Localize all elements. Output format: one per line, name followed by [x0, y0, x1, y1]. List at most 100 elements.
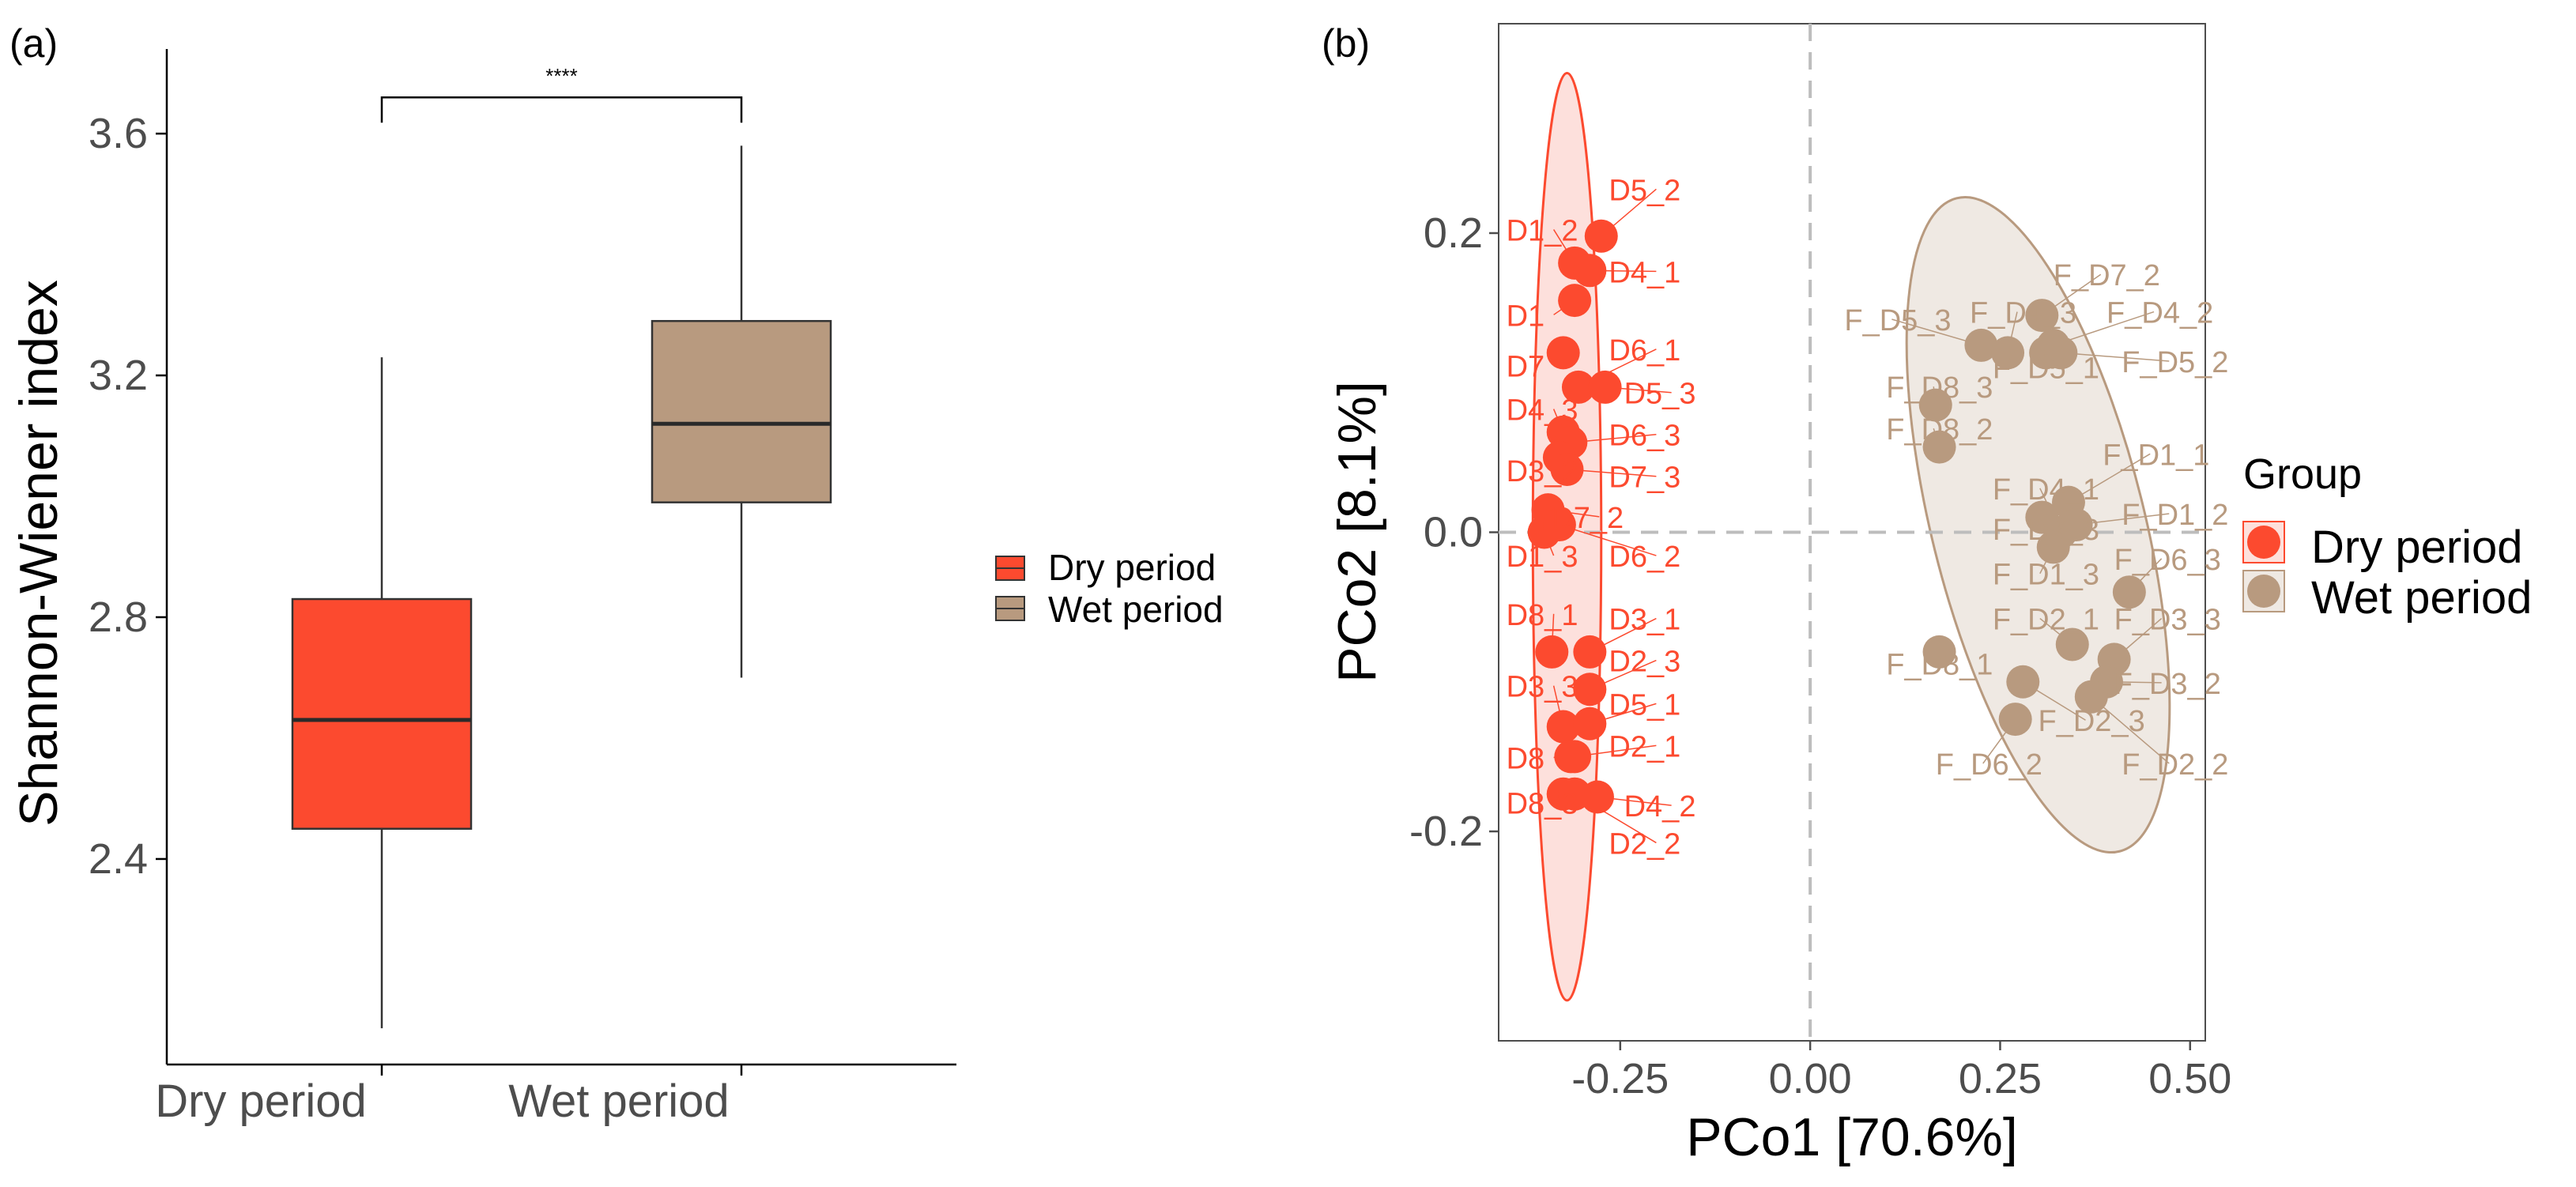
a-x-tick-label: Wet period — [508, 1076, 729, 1127]
panel-a-x-ticks: Dry period Wet period — [155, 1065, 743, 1127]
label-F_D4_3: F_D4_3 — [1970, 297, 2076, 330]
b-x-tick-label: 0.25 — [1959, 1055, 2042, 1102]
label-leader — [1559, 524, 1657, 556]
point-D5_1 — [1573, 707, 1607, 740]
a-y-tick-label: 2.4 — [89, 835, 148, 883]
panel-b-x-axis-title: PCo1 [70.6%] — [1686, 1107, 2018, 1167]
point-F_D8_3 — [1918, 388, 1952, 422]
label-F_D4_1: F_D4_1 — [1993, 473, 2099, 507]
reference-lines — [1499, 24, 2205, 1041]
label-F_D7_3: F_D7_3 — [1993, 514, 2099, 547]
label-D2_2: D2_2 — [1609, 827, 1680, 861]
legend-a-wet-label: Wet period — [1048, 589, 1224, 630]
point-F_D5_3 — [1964, 328, 1998, 362]
label-D6_2: D6_2 — [1609, 541, 1680, 574]
label-D8_3: D8_3 — [1507, 787, 1578, 820]
label-F_D1_3: F_D1_3 — [1993, 559, 2099, 592]
legend-b-dry-label: Dry period — [2311, 522, 2523, 573]
point-labels: D5_2 D1_2 D4_1 D1 D7 D6_1 D5_3 D4_3 D6_3 D3_2 D7_3… — [1507, 174, 2229, 861]
point-F_D2_3 — [2006, 665, 2040, 699]
b-y-tick-label: 0.2 — [1424, 209, 1483, 257]
legend-b-wet-label: Wet period — [2311, 572, 2532, 624]
b-x-tick-label: 0.50 — [2148, 1055, 2231, 1102]
point-F_D5_2 — [2044, 336, 2078, 370]
panel-b-x-ticks: -0.25 0.00 0.25 0.50 — [1571, 1041, 2231, 1102]
label-F_D5_1: F_D5_1 — [1993, 352, 2099, 386]
label-D4_1: D4_1 — [1609, 256, 1680, 289]
label-D1_3: D1_3 — [1507, 541, 1578, 574]
a-y-tick-label: 2.8 — [89, 594, 148, 641]
label-D6_1: D6_1 — [1609, 334, 1680, 367]
label-D3_2: D3_2 — [1507, 455, 1578, 488]
point-F_D4_3 — [1991, 336, 2025, 370]
panel-b: (b) D5_2 D1_2 D4_1 D1 D7 D6_1 D5_3 D4_3 D6_3 D3_2… — [1322, 21, 2532, 1167]
label-D5_3: D5_3 — [1624, 378, 1696, 411]
panel-a-y-ticks: 2.4 2.8 3.2 3.6 — [89, 110, 167, 883]
point-D7_3 — [1550, 453, 1584, 487]
label-D4_2: D4_2 — [1624, 790, 1696, 823]
point-F_D1_3 — [2036, 530, 2070, 564]
point-F_D1_2 — [2059, 508, 2093, 542]
point-D3_1 — [1573, 635, 1607, 669]
box-iqr — [651, 319, 832, 503]
point-D5_3 — [1588, 370, 1622, 404]
panel-b-legend: Group Dry period Wet period — [2242, 450, 2532, 624]
label-F_D5_3: F_D5_3 — [1844, 304, 1951, 337]
label-F_D3_3: F_D3_3 — [2114, 604, 2221, 637]
significance-bracket: **** — [380, 64, 743, 123]
point-F_D6_2 — [1998, 703, 2032, 737]
box-iqr — [291, 597, 473, 830]
label-D5_1: D5_1 — [1609, 688, 1680, 722]
point-F_D8_1 — [1922, 635, 1956, 669]
point-D4_1 — [1573, 254, 1607, 288]
label-F_D6_3: F_D6_3 — [2114, 544, 2221, 577]
label-D1_2: D1_2 — [1507, 214, 1578, 247]
point-F_D8_2 — [1922, 430, 1956, 464]
point-D3_3 — [1546, 710, 1580, 744]
point-D2_2 — [1558, 777, 1592, 811]
legend-b-dot-wet — [2247, 575, 2280, 608]
label-F_D1_1: F_D1_1 — [2103, 439, 2209, 472]
label-F_D1_2: F_D1_2 — [2122, 499, 2228, 532]
point-D2_3 — [1573, 673, 1607, 707]
label-D8_1: D8_1 — [1507, 599, 1578, 632]
label-F_D2_1: F_D2_1 — [1993, 604, 2099, 637]
point-F_D7_3 — [2025, 500, 2059, 534]
point-D5_2 — [1584, 219, 1618, 253]
point-D7 — [1546, 336, 1580, 370]
point-F_D2_2 — [2074, 680, 2108, 714]
scatter-points — [1527, 219, 2146, 814]
panel-b-label: (b) — [1322, 21, 1370, 66]
label-D2_1: D2_1 — [1609, 730, 1680, 763]
panel-a-boxes — [291, 145, 832, 1029]
a-x-tick-label: Dry period — [155, 1076, 367, 1127]
panel-a-y-axis-title: Shannon-Wiener index — [9, 280, 69, 827]
point-D8_1 — [1535, 635, 1569, 669]
label-F_D8_3: F_D8_3 — [1886, 371, 1993, 405]
label-D6_3: D6_3 — [1609, 420, 1680, 453]
label-D3_1: D3_1 — [1609, 604, 1680, 637]
point-D6_1 — [1561, 370, 1595, 404]
label-D2_3: D2_3 — [1609, 646, 1680, 679]
label-F_D5_2: F_D5_2 — [2122, 346, 2228, 379]
b-x-tick-label: -0.25 — [1571, 1055, 1669, 1102]
label-F_D6_2: F_D6_2 — [1936, 748, 2042, 782]
label-D7_3: D7_3 — [1609, 462, 1680, 495]
a-y-tick-label: 3.2 — [89, 352, 148, 399]
label-leader — [2061, 352, 2170, 362]
label-D1: D1 — [1507, 300, 1545, 333]
b-y-tick-label: 0.0 — [1424, 509, 1483, 556]
label-D5_2: D5_2 — [1609, 174, 1680, 207]
significance-label: **** — [545, 64, 577, 88]
legend-a-dry-label: Dry period — [1048, 547, 1216, 588]
point-F_D7_2 — [2025, 299, 2059, 333]
panel-a-legend: Dry period Wet period — [995, 547, 1224, 630]
label-F_D3_2: F_D3_2 — [2114, 668, 2221, 701]
label-F_D8_1: F_D8_1 — [1886, 648, 1993, 681]
significance-bracket-line — [380, 96, 743, 123]
point-F_D6_3 — [2112, 575, 2146, 609]
panel-b-y-axis-title: PCo2 [8.1%] — [1327, 381, 1387, 683]
label-D7_2: D7_2 — [1552, 502, 1624, 535]
legend-b-dot-dry — [2247, 526, 2280, 559]
